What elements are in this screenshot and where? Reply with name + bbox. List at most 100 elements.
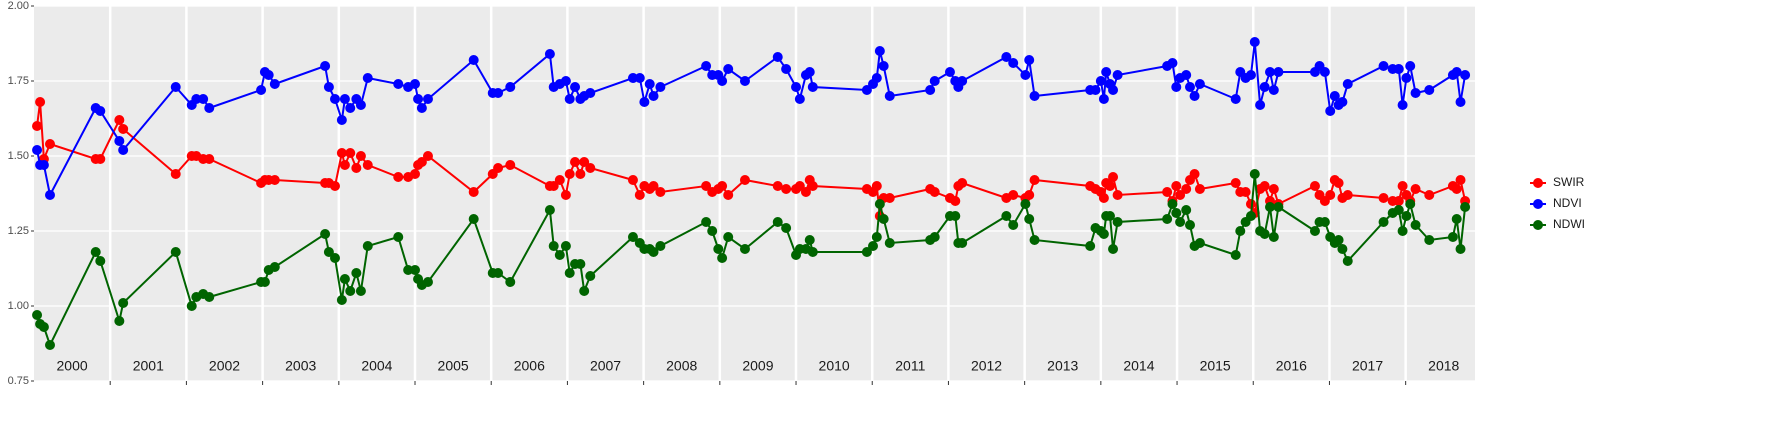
point xyxy=(1001,52,1012,62)
point xyxy=(1171,181,1182,191)
point xyxy=(874,46,885,56)
point xyxy=(393,232,404,242)
point xyxy=(1181,70,1192,80)
point xyxy=(585,271,596,281)
point xyxy=(336,148,347,158)
point xyxy=(1024,55,1035,65)
point xyxy=(929,232,940,242)
point xyxy=(1189,91,1200,101)
point xyxy=(1249,37,1260,47)
point xyxy=(320,61,331,71)
point xyxy=(1268,85,1279,95)
point xyxy=(320,229,331,239)
point xyxy=(884,238,895,248)
point xyxy=(1265,202,1276,212)
point xyxy=(1259,82,1270,92)
year-label: 2009 xyxy=(742,358,773,374)
point xyxy=(655,241,666,251)
point xyxy=(493,268,504,278)
point xyxy=(1455,97,1466,107)
point xyxy=(772,52,783,62)
y-tick-label: 1.00 xyxy=(8,300,29,312)
point xyxy=(1194,79,1205,89)
point xyxy=(1185,82,1196,92)
point xyxy=(1337,97,1348,107)
point xyxy=(929,187,940,197)
point xyxy=(1255,100,1266,110)
point xyxy=(701,61,712,71)
point xyxy=(1342,79,1353,89)
point xyxy=(644,79,655,89)
point xyxy=(1167,58,1178,68)
point xyxy=(1319,217,1330,227)
point xyxy=(1451,67,1462,77)
point xyxy=(1095,76,1106,86)
point xyxy=(1333,235,1344,245)
point xyxy=(330,181,341,191)
point xyxy=(393,172,404,182)
point xyxy=(1171,82,1182,92)
point xyxy=(118,145,129,155)
point xyxy=(1090,85,1101,95)
point xyxy=(800,187,811,197)
point xyxy=(1405,61,1416,71)
point xyxy=(944,67,955,77)
point xyxy=(1008,190,1019,200)
point xyxy=(1265,67,1276,77)
point xyxy=(1259,181,1270,191)
year-label: 2015 xyxy=(1200,358,1231,374)
point xyxy=(1249,169,1260,179)
point xyxy=(330,94,341,104)
point xyxy=(204,154,215,164)
point xyxy=(1245,199,1256,209)
point xyxy=(32,121,43,131)
point xyxy=(170,169,181,179)
point xyxy=(355,100,366,110)
point xyxy=(804,235,815,245)
point xyxy=(1029,91,1040,101)
point xyxy=(627,73,638,83)
point xyxy=(1410,184,1421,194)
point xyxy=(648,91,659,101)
point xyxy=(1397,100,1408,110)
point xyxy=(95,256,106,266)
point xyxy=(259,277,270,287)
point xyxy=(45,340,56,350)
point xyxy=(1020,70,1031,80)
year-label: 2002 xyxy=(209,358,240,374)
point xyxy=(362,73,373,83)
legend-label: SWIR xyxy=(1553,175,1585,189)
point xyxy=(355,151,366,161)
point xyxy=(807,247,818,257)
point xyxy=(269,79,280,89)
point xyxy=(1378,217,1389,227)
point xyxy=(1460,70,1471,80)
point xyxy=(772,181,783,191)
point xyxy=(263,70,274,80)
point xyxy=(564,268,575,278)
point xyxy=(422,151,433,161)
point xyxy=(957,178,968,188)
point xyxy=(1245,211,1256,221)
point xyxy=(1447,232,1458,242)
point xyxy=(1189,169,1200,179)
point xyxy=(1108,85,1119,95)
point xyxy=(493,163,504,173)
year-label: 2016 xyxy=(1276,358,1307,374)
point xyxy=(713,244,724,254)
y-tick-label: 1.50 xyxy=(8,150,29,162)
point xyxy=(1162,214,1173,224)
point xyxy=(648,247,659,257)
year-label: 2008 xyxy=(666,358,697,374)
point xyxy=(579,157,590,167)
point xyxy=(269,175,280,185)
point xyxy=(1024,190,1035,200)
point xyxy=(186,301,197,311)
point xyxy=(570,157,581,167)
point xyxy=(114,115,125,125)
point xyxy=(1104,211,1115,221)
legend-key xyxy=(1533,199,1543,209)
point xyxy=(874,199,885,209)
point xyxy=(323,247,334,257)
point xyxy=(1185,220,1196,230)
